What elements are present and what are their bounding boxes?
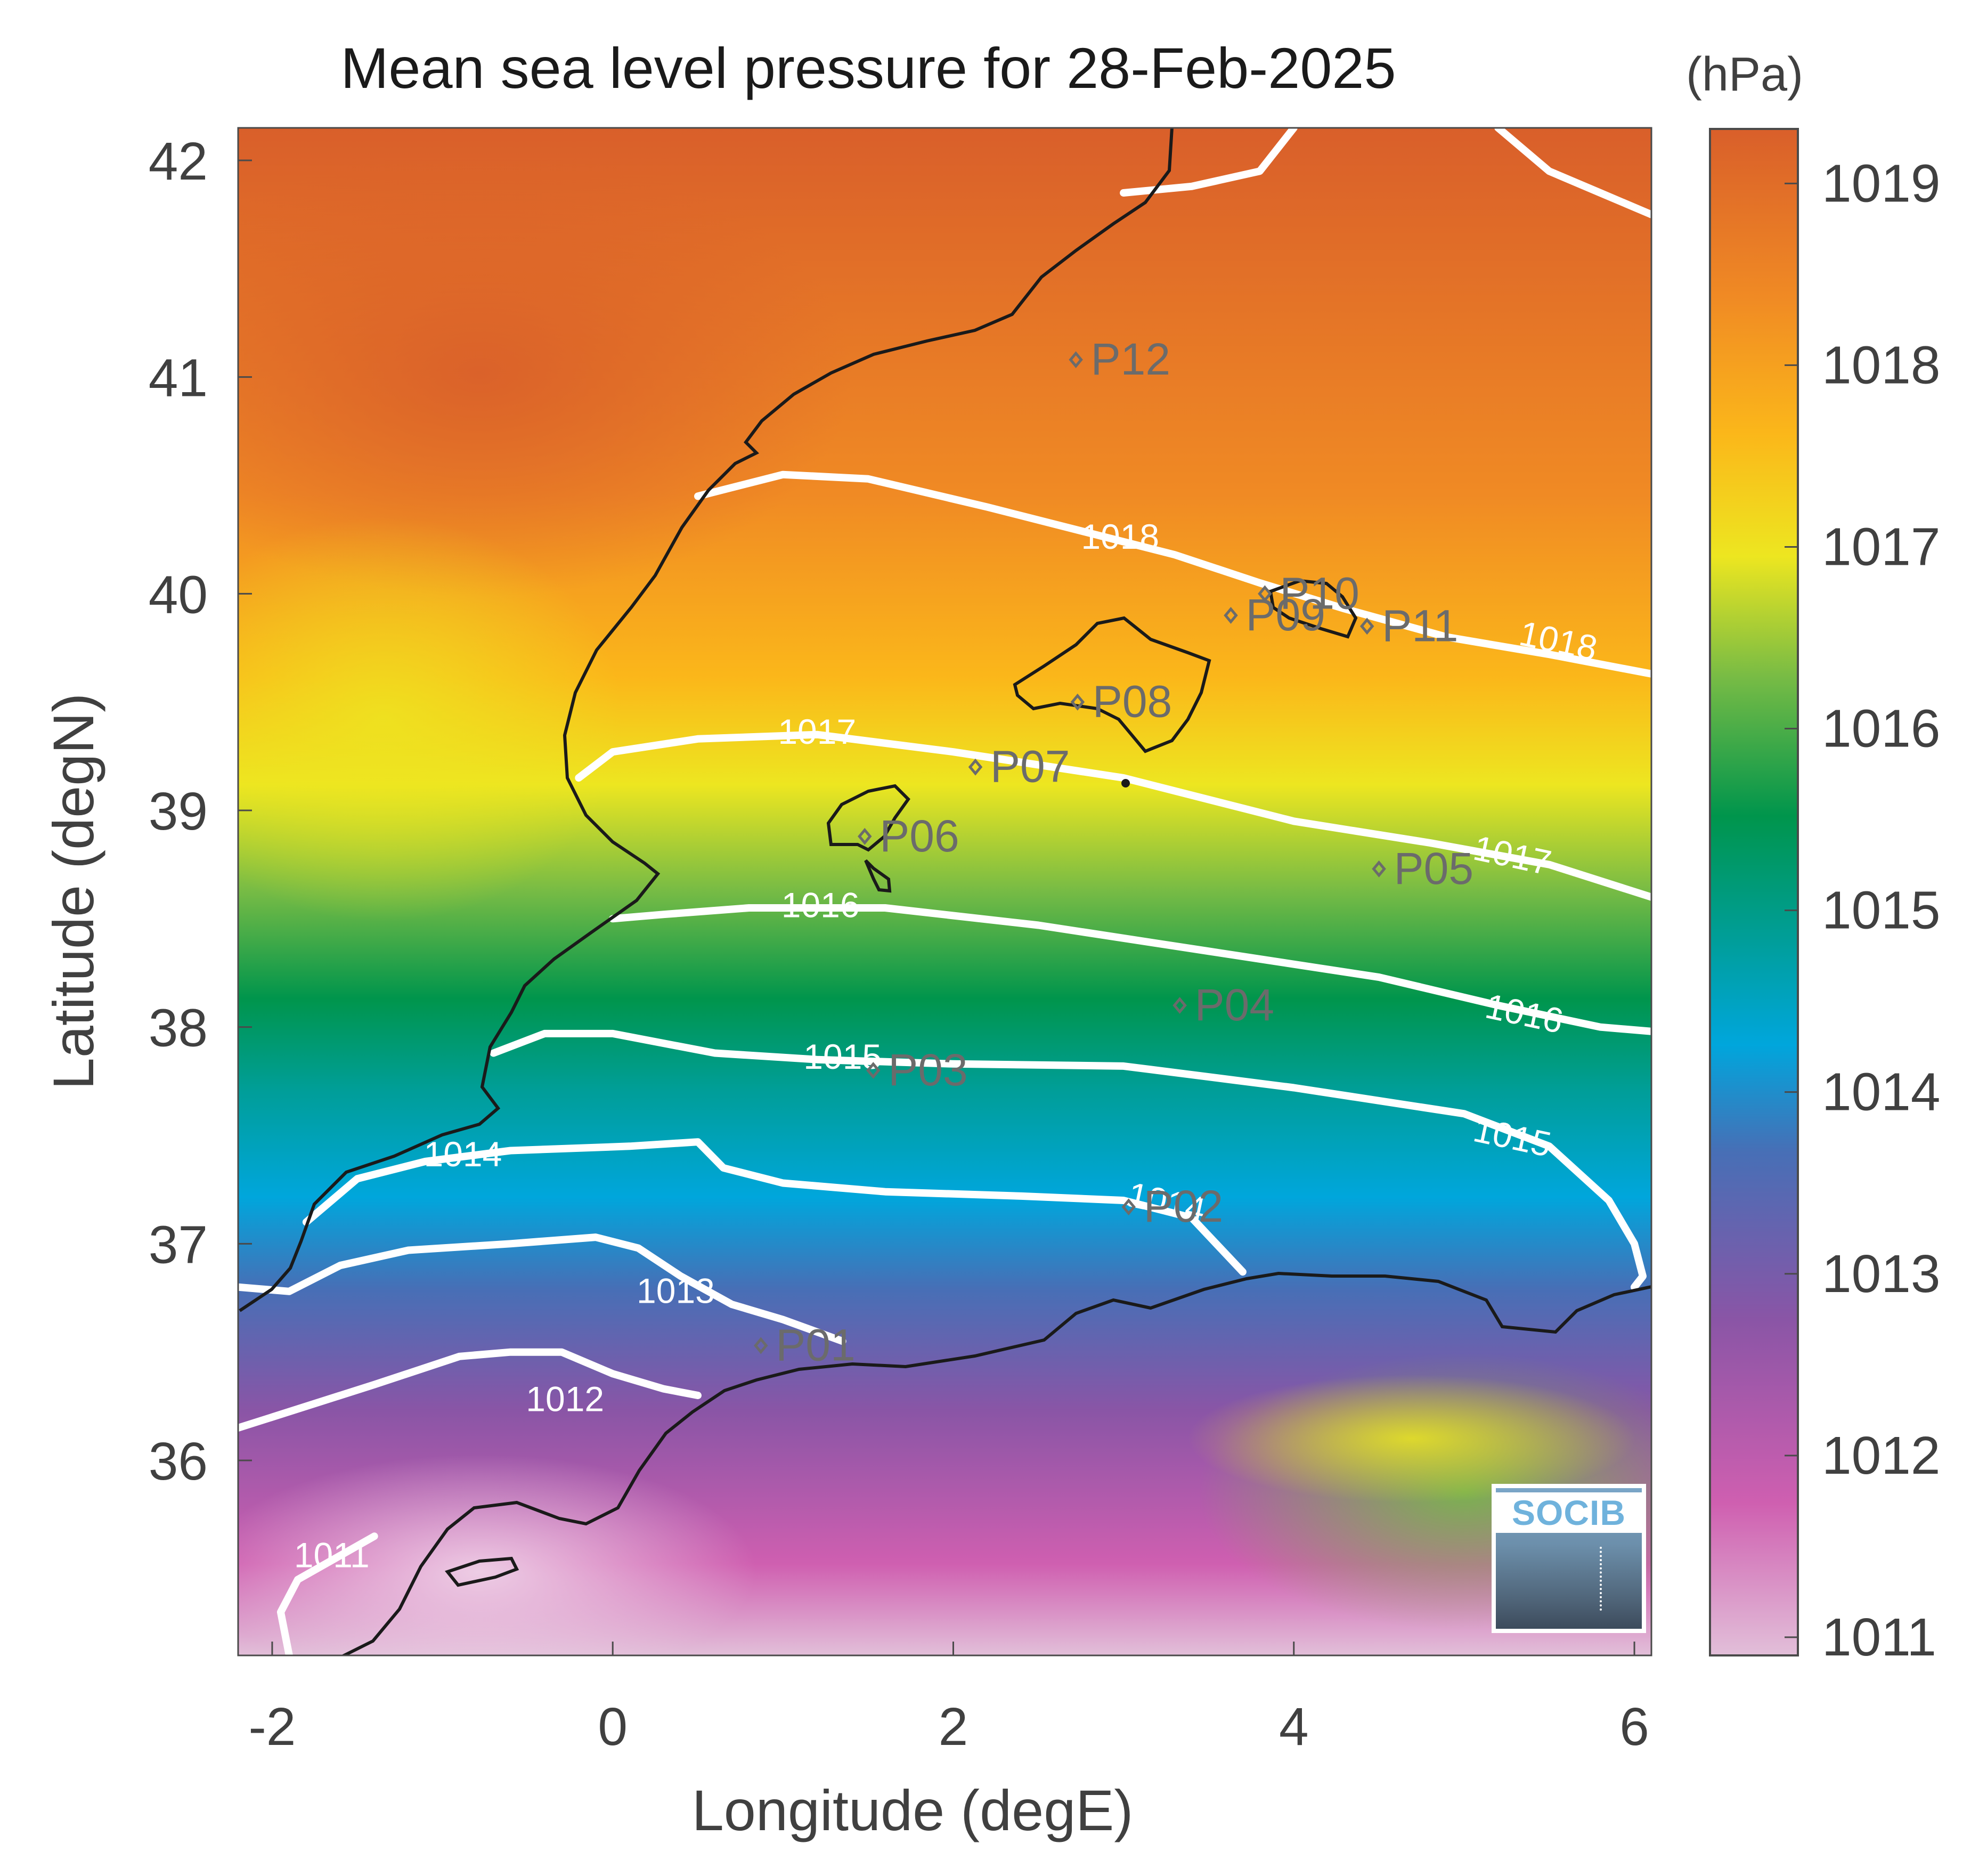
y-tick-label-4: 40 [149,565,208,624]
station-marker-p07 [968,758,983,776]
station-label-p06: P06 [880,811,959,861]
isobar-1011-line-0 [276,1532,378,1655]
isobar-1018-line-7 [694,470,1651,678]
station-label-p11: P11 [1382,600,1458,651]
isobar-1019-line-9 [1494,128,1651,218]
station-marker-p06 [858,827,872,845]
colorbar-tick-label-1: 1012 [1822,1426,1940,1485]
y-tick-label-0: 36 [149,1432,208,1491]
y-tick-label-3: 39 [149,782,208,841]
y-axis-label: Latitude (degN) [41,693,105,1090]
colorbar-tick-label-3: 1014 [1822,1062,1940,1122]
socib-logo-text: SOCIB [1496,1492,1642,1533]
iberia-coastline [239,128,1174,1312]
isobar-label-7: 1018 [1081,517,1159,556]
land-high-pressure-patch [238,149,852,597]
formentera-outline [864,859,892,893]
colorbar-tick-label-2: 1013 [1822,1244,1940,1304]
station-marker-p02 [1121,1198,1136,1216]
colorbar: 1011 1012 1013 1014 1015 1016 1017 1018 1019 [1709,128,1940,1667]
land-yellow-patch [238,517,623,922]
station-label-p03: P03 [888,1045,967,1095]
x-axis: -2 0 2 4 6 [248,1642,1649,1757]
colorbar-gradient [1709,128,1799,1656]
station-label-p01: P01 [776,1320,855,1370]
isobar-1018-line-8 [1120,128,1298,197]
isobar-label-2: 1013 [637,1271,715,1310]
colorbar-tick-label-8: 1019 [1822,153,1940,213]
isobar-contours: 1011101210131014101510161017101810171016… [238,128,1651,1655]
x-tick-label-4: 6 [1619,1697,1649,1757]
colorbar-tick-label-7: 1018 [1822,335,1940,395]
station-label-p02: P02 [1144,1181,1223,1231]
isobar-label-4: 1015 [803,1037,882,1076]
chart-title: Mean sea level pressure for 28-Feb-2025 [340,36,1396,100]
isobar-1015-line-4 [490,1029,1647,1291]
station-marker-p10 [1258,585,1272,603]
isobar-1012-line-1 [238,1348,702,1432]
station-label-p04: P04 [1195,980,1274,1030]
station-label-p08: P08 [1093,677,1172,727]
station-marker-p01 [754,1337,768,1354]
africa-yellow-patch [1188,1375,1635,1503]
station-label-p09: P09 [1245,590,1325,640]
station-marker-p09 [1224,607,1238,624]
socib-logo: SOCIB [1492,1484,1646,1633]
isobar-1016-line-5 [609,904,1651,1035]
mallorca-outline [1013,616,1211,753]
colorbar-tick-label-4: 1015 [1822,881,1940,940]
colorbar-tick-label-5: 1016 [1822,699,1940,759]
station-label-p10: P10 [1280,568,1359,618]
isobar-label-5: 1016 [781,885,860,924]
cabrera-islet [1121,779,1130,787]
coastline [239,128,1651,1655]
isobar-1017-line-6 [575,730,1651,901]
coastal-island-outline [444,1556,519,1587]
isobar-label-6: 1017 [778,712,856,751]
colorbar-unit-label: (hPa) [1686,48,1803,101]
colorbar-tick-label-0: 1011 [1822,1607,1936,1667]
plot-area: 1011101210131014101510161017101810171016… [238,128,1651,1655]
x-tick-label-3: 4 [1279,1697,1309,1757]
sw-low-pressure-patch [238,1455,756,1655]
station-label-p12: P12 [1091,334,1170,384]
station-label-p05: P05 [1394,843,1473,894]
menorca-outline [1268,579,1358,639]
isobar-1013-line-2 [238,1233,846,1345]
station-marker-p04 [1172,997,1187,1014]
africa-coastline [340,1271,1651,1655]
station-marker-p12 [1069,351,1083,369]
y-tick-label-5: 41 [149,348,208,408]
ibiza-outline [826,784,910,852]
colorbar-tick-label-6: 1017 [1822,517,1940,576]
isobar-1014-line-3 [302,1138,1247,1276]
isobar-label-1: 1012 [526,1379,604,1419]
x-axis-label: Longitude (degE) [692,1778,1134,1842]
station-marker-p11 [1359,618,1374,635]
isobar-label-3: 1014 [424,1134,502,1174]
station-marker-p05 [1372,860,1386,878]
logo-mast-graphic [1600,1547,1604,1611]
station-marker-p08 [1070,693,1085,711]
x-tick-label-2: 2 [939,1697,968,1757]
x-tick-label-0: -2 [248,1697,296,1757]
y-axis: 36 37 38 39 40 41 42 [149,132,252,1491]
y-tick-label-1: 37 [149,1215,208,1274]
plot-frame [237,127,1652,1656]
balearic-islands [826,579,1358,893]
colorbar-ticks: 1011 1012 1013 1014 1015 1016 1017 1018 1019 [1785,153,1940,1667]
station-label-p07: P07 [990,742,1070,792]
y-tick-label-6: 42 [149,132,208,191]
station-marker-p03 [866,1062,881,1079]
x-tick-label-1: 0 [598,1697,628,1757]
isobar-label-0: 1011 [294,1535,370,1574]
y-tick-label-2: 38 [149,998,208,1058]
